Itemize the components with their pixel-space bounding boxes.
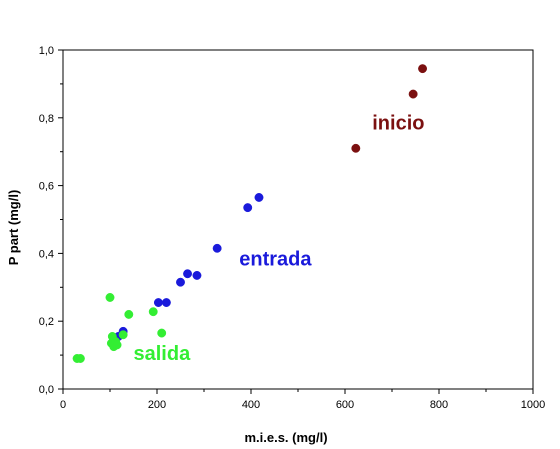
data-point-entrada — [183, 269, 193, 279]
series-label-entrada: entrada — [239, 248, 312, 270]
data-point-entrada — [153, 298, 163, 308]
y-tick-label: 0,6 — [39, 181, 54, 193]
y-tick-label: 0,2 — [39, 316, 54, 328]
data-point-salida — [112, 340, 122, 350]
y-tick-label: 0,4 — [39, 248, 54, 260]
y-tick-label: 0,0 — [39, 384, 54, 396]
y-tick-label: 1,0 — [39, 45, 54, 57]
data-point-entrada — [212, 243, 222, 253]
data-point-entrada — [192, 270, 202, 280]
plot-area: 0 200 400 600 800 1000 0,0 0,2 0,4 0,6 0,8 1,0 m.i.e… — [6, 45, 545, 445]
data-point-inicio — [418, 64, 427, 74]
series-label-inicio: inicio — [372, 113, 424, 135]
x-tick-label: 400 — [242, 399, 260, 411]
x-tick-label: 600 — [336, 399, 354, 411]
data-point-entrada — [161, 298, 171, 308]
data-point-entrada — [243, 203, 253, 213]
x-tick-label: 1000 — [521, 399, 545, 411]
data-point-inicio — [351, 143, 361, 153]
y-axis-title: P part (mg/l) — [6, 190, 21, 266]
data-point-entrada — [254, 193, 264, 202]
data-point-salida — [118, 330, 128, 340]
data-point-inicio — [408, 89, 418, 99]
series-label-salida: salida — [134, 343, 192, 365]
y-tick-label: 0,8 — [39, 113, 54, 125]
plot-frame — [62, 49, 534, 390]
data-point-salida — [75, 354, 85, 363]
data-point-salida — [148, 307, 158, 317]
data-point-entrada — [176, 277, 185, 287]
data-point-salida — [157, 328, 167, 338]
x-tick-label: 0 — [60, 399, 66, 411]
data-point-salida — [105, 293, 115, 302]
data-point-salida — [124, 309, 134, 319]
x-tick-label: 800 — [430, 399, 448, 411]
x-axis-title: m.i.e.s. (mg/l) — [244, 430, 327, 445]
x-tick-label: 200 — [148, 399, 166, 411]
